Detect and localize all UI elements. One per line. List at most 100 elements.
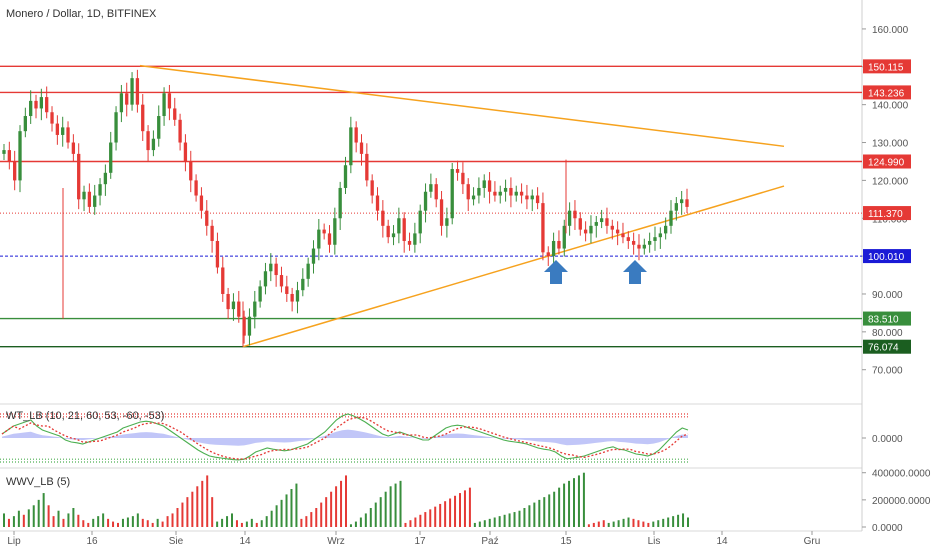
candlesticks	[2, 69, 689, 347]
wwv-bar	[543, 497, 546, 527]
candle	[263, 262, 268, 295]
wwv-bar	[394, 483, 397, 527]
candle	[359, 134, 364, 166]
x-tick-label: 17	[414, 536, 426, 547]
wwv-bar	[657, 520, 660, 527]
wwv-bar	[568, 480, 571, 527]
candle-body	[253, 301, 257, 317]
wt-title: WT_LB (10, 21, 60, 53, -60, -53)	[6, 410, 164, 422]
candle	[567, 202, 572, 236]
candle	[194, 174, 198, 202]
candle-body	[141, 104, 145, 132]
wwv-bar	[379, 497, 382, 527]
candle	[98, 178, 102, 206]
candle	[386, 219, 390, 244]
candle	[487, 172, 492, 204]
candle	[39, 88, 44, 121]
wt-tick-label: 0.0000	[872, 434, 903, 445]
candle	[66, 121, 70, 149]
wwv-bar	[216, 521, 219, 527]
candle	[141, 94, 145, 142]
candle	[519, 183, 524, 204]
candle	[45, 86, 49, 119]
wwv-bar	[305, 516, 308, 527]
wwv-bar	[121, 518, 124, 527]
wwv-bar	[508, 513, 511, 527]
candle-body	[429, 184, 433, 192]
wwv-bar	[637, 520, 640, 527]
candle	[562, 219, 566, 257]
wt-indicator: 0.0000	[0, 413, 903, 463]
candle	[279, 266, 284, 293]
candle-body	[343, 165, 348, 188]
candle	[151, 130, 156, 157]
candle	[503, 179, 508, 202]
candle-body	[306, 263, 310, 279]
candle	[242, 310, 246, 344]
wwv-bar	[136, 513, 139, 527]
candle	[247, 308, 252, 346]
candle	[498, 185, 502, 204]
candle-body	[77, 153, 81, 200]
candle	[269, 253, 273, 282]
wwv-bar	[503, 514, 506, 527]
y-tick-label: 90.000	[872, 290, 903, 301]
candle-body	[562, 225, 566, 249]
wwv-bar	[463, 490, 466, 527]
wwv-bar	[364, 513, 367, 527]
candle-body	[242, 316, 246, 336]
wwv-bar	[533, 502, 536, 527]
candle	[119, 84, 124, 123]
wwv-bar	[652, 521, 655, 527]
wwv-bar	[419, 514, 422, 527]
candle	[407, 232, 412, 251]
wwv-bar	[523, 508, 526, 527]
x-tick-label: Wrz	[327, 536, 345, 547]
candle-body	[359, 142, 364, 154]
y-tick-label: 120.000	[872, 176, 909, 187]
candle-body	[450, 169, 454, 219]
candle-body	[375, 195, 380, 211]
wwv-bar	[186, 497, 189, 527]
wwv-bar	[369, 508, 372, 527]
wwv-bar	[672, 516, 675, 527]
candle-body	[413, 233, 417, 245]
up-arrow-icon	[544, 260, 568, 284]
wwv-bar	[582, 472, 585, 527]
candle	[285, 275, 289, 302]
wwv-bar	[563, 483, 566, 527]
wwv-bar	[345, 475, 347, 527]
wwv-bar	[444, 501, 447, 527]
candle	[322, 223, 326, 240]
candle	[455, 160, 460, 181]
candle-body	[285, 286, 289, 294]
candle	[327, 225, 332, 253]
candle-body	[13, 161, 17, 181]
candle-body	[418, 210, 422, 234]
candle-body	[87, 191, 92, 207]
wwv-bar	[131, 516, 134, 527]
candle-body	[98, 184, 102, 196]
candle-body	[157, 116, 161, 139]
candle	[237, 290, 241, 323]
candle-body	[653, 237, 657, 241]
wwv-bar	[22, 514, 25, 527]
candle-body	[45, 97, 49, 113]
wwv-bar	[92, 518, 95, 527]
wwv-bar	[359, 517, 362, 527]
price-tag-label: 124.990	[868, 157, 905, 168]
candle-body	[402, 218, 406, 241]
candle-body	[311, 248, 316, 264]
candle	[402, 212, 406, 253]
wwv-bar	[632, 518, 635, 527]
candle	[29, 90, 33, 124]
price-tag-bg	[863, 249, 911, 264]
candle-body	[477, 187, 481, 196]
wwv-bar	[622, 518, 625, 527]
candle-body	[626, 237, 630, 241]
price-tag-label: 76.074	[868, 343, 899, 354]
candle-body	[210, 225, 214, 241]
price-tag-label: 111.370	[868, 209, 903, 220]
wwv-bar	[191, 491, 194, 527]
